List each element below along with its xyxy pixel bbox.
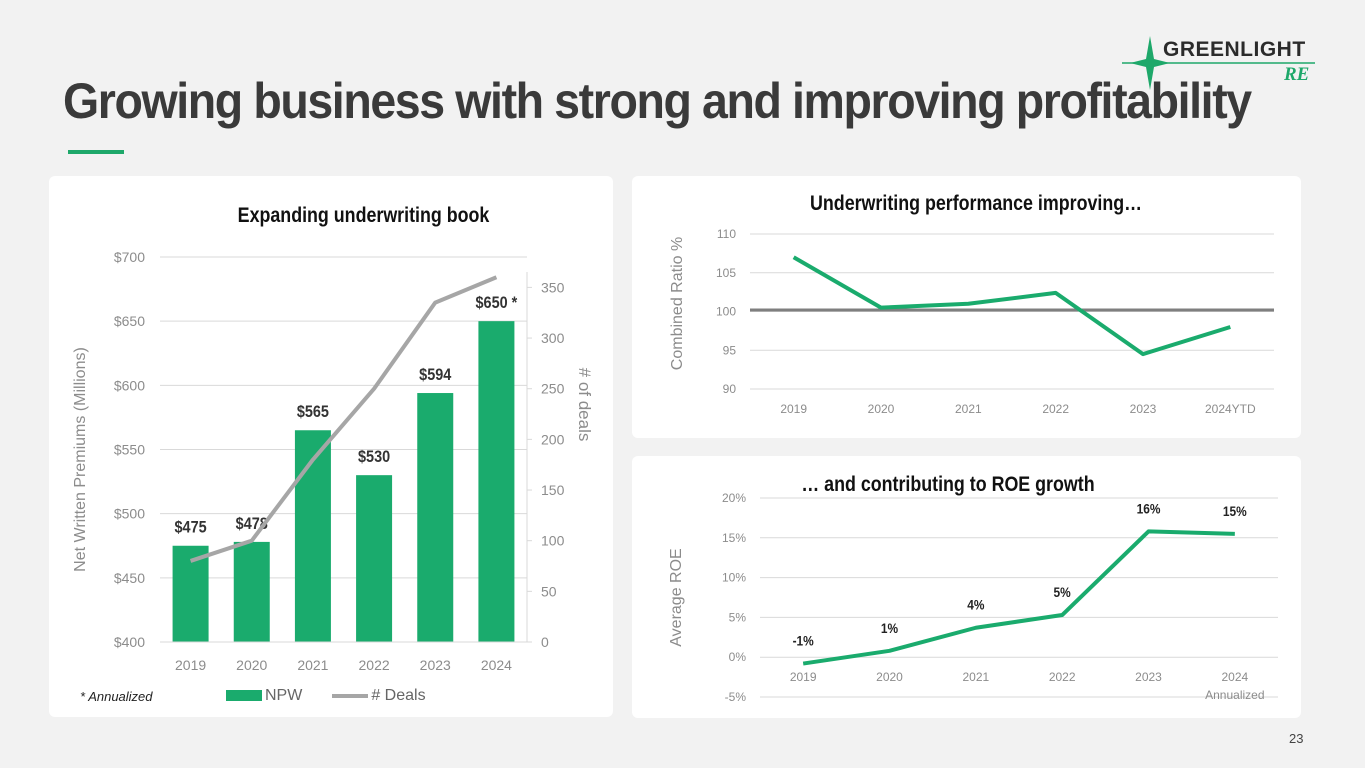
y-tick-label: 10% bbox=[722, 571, 746, 585]
y-tick-label: $600 bbox=[114, 377, 145, 393]
chart-title: Underwriting performance improving… bbox=[810, 192, 1142, 216]
npw-bar bbox=[356, 475, 393, 642]
y-tick-label: 20% bbox=[722, 491, 746, 505]
y-tick-label: $450 bbox=[114, 570, 145, 586]
roe-data-label: 5% bbox=[1054, 584, 1072, 600]
y-tick-label: -5% bbox=[725, 690, 747, 704]
roe-data-label: 1% bbox=[881, 620, 899, 636]
x-tick-label: 2023 bbox=[1130, 402, 1157, 416]
y2-tick-label: 250 bbox=[541, 381, 565, 397]
y-tick-label: $400 bbox=[114, 634, 145, 650]
npw-bar bbox=[417, 393, 454, 642]
roe-data-label: 4% bbox=[967, 597, 985, 613]
x-tick-label: 2022 bbox=[1049, 670, 1076, 684]
npw-chart: Expanding underwriting book $400 $450 $500 $… bbox=[72, 204, 594, 673]
npw-data-label: $475 bbox=[175, 519, 207, 537]
npw-bar bbox=[478, 321, 515, 642]
y-tick-label: 95 bbox=[723, 343, 737, 357]
npw-bar bbox=[294, 430, 331, 642]
combined-ratio-panel: Underwriting performance improving… 90 95 1… bbox=[632, 176, 1301, 438]
x-tick-label: 2024 bbox=[1221, 670, 1248, 684]
y2-tick-label: 300 bbox=[541, 330, 565, 346]
x-tick-label: 2021 bbox=[297, 657, 328, 673]
roe-data-label: -1% bbox=[793, 633, 815, 649]
legend-deals-label: # Deals bbox=[371, 687, 426, 704]
y2-tick-label: 50 bbox=[541, 583, 557, 599]
x-tick-label: 2021 bbox=[955, 402, 982, 416]
title-underline bbox=[68, 150, 124, 154]
y2-tick-label: 350 bbox=[541, 279, 565, 295]
y2-tick-label: 100 bbox=[541, 533, 565, 549]
npw-data-label: $565 bbox=[297, 403, 329, 421]
y-tick-label: 90 bbox=[723, 382, 737, 396]
x-tick-label: 2019 bbox=[790, 670, 817, 684]
y-tick-label: 100 bbox=[716, 305, 736, 319]
deals-line bbox=[189, 275, 498, 563]
x-tick-label: 2022 bbox=[1042, 402, 1069, 416]
legend-npw-label: NPW bbox=[265, 687, 303, 704]
legend-npw-swatch bbox=[226, 690, 262, 702]
y-axis-label: Combined Ratio % bbox=[669, 237, 686, 370]
roe-chart: … and contributing to ROE growth -5% 0% 5% 1… bbox=[668, 473, 1278, 704]
x-tick-label: 2019 bbox=[780, 402, 807, 416]
page-number: 23 bbox=[1289, 731, 1304, 746]
y2-tick-label: 200 bbox=[541, 431, 565, 447]
y-tick-label: $500 bbox=[114, 506, 145, 522]
x-tick-label: 2023 bbox=[1135, 670, 1162, 684]
npw-bar bbox=[172, 545, 209, 642]
x-tick-label: 2020 bbox=[868, 402, 895, 416]
legend-deals-swatch bbox=[332, 693, 369, 698]
combined-ratio-line bbox=[792, 255, 1231, 357]
y2-axis-label: # of deals bbox=[575, 368, 594, 442]
y-tick-label: $700 bbox=[114, 249, 145, 265]
npw-legend: NPW # Deals bbox=[226, 687, 426, 705]
npw-bar bbox=[233, 541, 270, 642]
npw-data-label: $594 bbox=[419, 366, 451, 384]
x-tick-sublabel: Annualized bbox=[1205, 688, 1264, 702]
annualized-footnote: * Annualized bbox=[80, 689, 153, 704]
y-tick-label: 15% bbox=[722, 531, 746, 545]
x-tick-label: 2019 bbox=[175, 657, 206, 673]
x-tick-label: 2022 bbox=[359, 657, 390, 673]
slide-title: Growing business with strong and improvi… bbox=[63, 73, 1252, 129]
y-axis-label: Net Written Premiums (Millions) bbox=[72, 347, 89, 572]
y-tick-label: 0% bbox=[729, 650, 747, 664]
chart-title: Expanding underwriting book bbox=[238, 204, 490, 228]
npw-data-label: $650 * bbox=[476, 294, 519, 312]
x-tick-label: 2024 bbox=[481, 657, 512, 673]
x-tick-label: 2021 bbox=[962, 670, 989, 684]
x-tick-label: 2020 bbox=[236, 657, 267, 673]
y-tick-label: 5% bbox=[729, 610, 747, 624]
roe-panel: … and contributing to ROE growth -5% 0% 5% 1… bbox=[632, 456, 1301, 718]
combined-ratio-chart: Underwriting performance improving… 90 95 1… bbox=[669, 192, 1274, 416]
y-axis-label: Average ROE bbox=[668, 548, 685, 646]
x-tick-label: 2024YTD bbox=[1205, 402, 1256, 416]
y-tick-label: 110 bbox=[717, 227, 736, 241]
npw-data-label: $530 bbox=[358, 448, 390, 466]
chart-title: … and contributing to ROE growth bbox=[801, 473, 1094, 497]
y2-tick-label: 0 bbox=[541, 634, 549, 650]
roe-line bbox=[802, 529, 1235, 666]
x-tick-label: 2023 bbox=[420, 657, 451, 673]
y-tick-label: $650 bbox=[114, 313, 145, 329]
logo-star bbox=[1130, 36, 1170, 90]
roe-data-label: 16% bbox=[1137, 501, 1161, 517]
greenlight-star-icon bbox=[1122, 36, 1315, 90]
npw-chart-panel: Expanding underwriting book $400 $450 $500 $… bbox=[49, 176, 613, 717]
roe-data-label: 15% bbox=[1223, 503, 1247, 519]
y-tick-label: 105 bbox=[716, 266, 736, 280]
y2-tick-label: 150 bbox=[541, 482, 565, 498]
y-tick-label: $550 bbox=[114, 442, 145, 458]
logo-re: RE bbox=[1284, 64, 1310, 85]
logo-text: GREENLIGHT bbox=[1163, 38, 1306, 61]
x-tick-label: 2020 bbox=[876, 670, 903, 684]
